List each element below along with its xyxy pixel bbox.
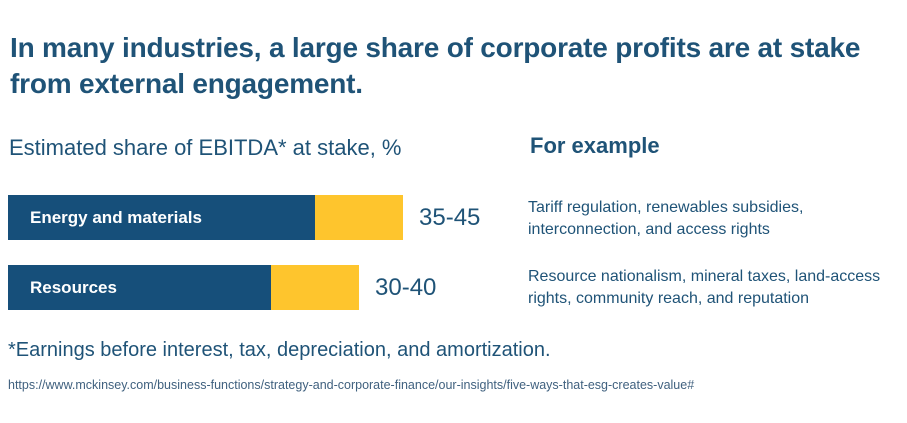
footnote: *Earnings before interest, tax, deprecia… (8, 339, 551, 361)
bar-row-energy-and-materials: Energy and materials 35-45 (8, 195, 480, 240)
page-title: In many industries, a large share of cor… (10, 32, 861, 99)
bar-row-resources: Resources 30-40 (8, 265, 436, 310)
bar-resources: Resources (8, 265, 359, 310)
chart-subtitle: Estimated share of EBITDA* at stake, % (9, 135, 402, 160)
bar-range-segment (271, 265, 359, 310)
bar-low-segment: Resources (8, 265, 271, 310)
bar-category-label: Energy and materials (30, 207, 202, 227)
bar-low-segment: Energy and materials (8, 195, 315, 240)
bar-value-label: 35-45 (419, 203, 481, 231)
examples-heading: For example (530, 133, 660, 158)
bar-category-label: Resources (30, 277, 117, 297)
example-text-resources: Resource nationalism, mineral taxes, lan… (528, 268, 881, 307)
example-text-energy: Tariff regulation, renewables subsidies,… (528, 199, 804, 238)
bar-value-label: 30-40 (375, 273, 437, 301)
bar-energy-and-materials: Energy and materials (8, 195, 403, 240)
bar-range-segment (315, 195, 403, 240)
source-url: https://www.mckinsey.com/business-functi… (8, 378, 695, 392)
